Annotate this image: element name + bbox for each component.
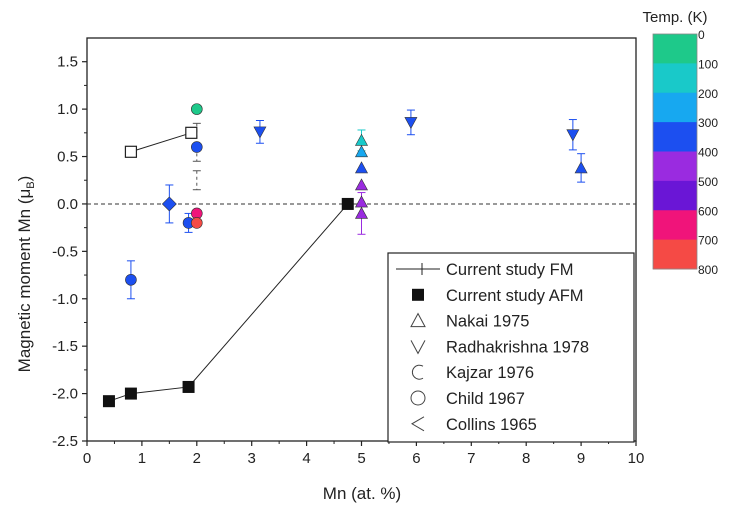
x-axis-label: Mn (at. %) — [323, 484, 401, 503]
x-tick-label: 10 — [628, 450, 645, 467]
series-lines — [108, 132, 349, 402]
legend-marker-half-circle — [411, 364, 424, 380]
current-study-afm-point — [341, 197, 354, 210]
colorbar-tick-label: 400 — [698, 146, 718, 160]
legend-label-collins-1965: Collins 1965 — [446, 416, 537, 434]
y-tick-label: -2.5 — [52, 433, 78, 450]
colorbar-tick-label: 0 — [698, 28, 705, 42]
current-study-afm-point — [102, 395, 115, 408]
y-tick-label: -0.5 — [52, 243, 78, 260]
legend-label-current-study-fm: Current study FM — [446, 261, 573, 279]
legend: Current study FM Current study AFM Nakai 1… — [387, 252, 635, 443]
y-tick-label: 1.0 — [57, 101, 78, 118]
radhakrishna-1978-point — [404, 117, 418, 130]
colorbar-segment — [653, 92, 697, 123]
child-1967-point — [191, 103, 203, 115]
child-1967-point — [125, 273, 137, 286]
y-tick-label: -1.5 — [52, 338, 78, 355]
x-tick-label: 8 — [522, 450, 530, 467]
x-tick-label: 2 — [193, 450, 201, 467]
y-axis-label: Magnetic moment Mn (μB) — [15, 176, 37, 373]
colorbar-tick-label: 200 — [698, 87, 718, 101]
y-tick-label: -2.0 — [52, 386, 78, 403]
y-tick-label: -1.0 — [52, 291, 78, 308]
radhakrishna-1978-point — [253, 126, 267, 139]
x-tick-label: 0 — [83, 450, 91, 467]
colorbar-segment — [653, 151, 697, 182]
x-tick-label: 9 — [577, 450, 585, 467]
nakai-1975-point — [354, 178, 369, 191]
x-tick-label: 5 — [357, 450, 365, 467]
colorbar-tick-label: 600 — [698, 204, 718, 218]
nakai-1975-point — [354, 145, 369, 158]
legend-marker-triangle-up — [410, 312, 426, 328]
legend-marker-circle — [410, 390, 426, 406]
nakai-1975-point — [354, 195, 369, 208]
legend-label-child-1967: Child 1967 — [446, 390, 525, 408]
current-study-afm-point — [124, 387, 137, 400]
nakai-1975-point — [354, 133, 369, 146]
legend-label-kajzar-1976: Kajzar 1976 — [446, 364, 534, 382]
child-1967-point — [191, 141, 203, 153]
x-tick-label: 6 — [412, 450, 420, 467]
colorbar-segment — [653, 180, 697, 211]
current-study-fm-point — [124, 145, 138, 158]
colorbar-title: Temp. (K) — [642, 9, 707, 26]
current-study-fm-line — [130, 132, 192, 153]
nakai-1975-point — [354, 161, 369, 174]
current-study-afm-point — [182, 380, 195, 393]
colorbar-border — [652, 33, 698, 270]
radhakrishna-1978-point — [566, 129, 580, 142]
current-study-afm-line — [108, 203, 349, 402]
legend-marker-triangle-down — [410, 340, 426, 355]
x-tick-label: 7 — [467, 450, 475, 467]
legend-label-nakai-1975: Nakai 1975 — [446, 313, 529, 331]
x-tick-label: 3 — [248, 450, 256, 467]
nakai-1975-point — [354, 206, 369, 219]
data-points — [102, 103, 588, 408]
current-study-fm-point — [185, 126, 198, 139]
child-1967-point — [191, 217, 203, 229]
colorbar-segment — [653, 210, 697, 241]
colorbar-segment — [653, 63, 697, 94]
legend-label-radhakrishna-1978: Radhakrishna 1978 — [446, 338, 589, 356]
y-tick-label: 1.5 — [57, 54, 78, 71]
colorbar-segment — [653, 239, 697, 270]
y-tick-label: 0.5 — [57, 149, 78, 166]
x-tick-label: 4 — [302, 450, 310, 467]
legend-marker-diamond — [411, 416, 425, 432]
axes: 0 1 2 3 4 5 6 7 8 9 10 -2.5 -2.0 -1.5 -1.0 -0.5 0.0 0.5 1.… — [52, 54, 644, 467]
colorbar-tick-label: 800 — [698, 263, 718, 277]
legend-label-current-study-afm: Current study AFM — [446, 287, 584, 305]
colorbar: Temp. (K) 0 100 200 300 400 500 600 700 800 — [642, 9, 718, 277]
x-tick-label: 1 — [138, 450, 146, 467]
legend-box — [387, 252, 635, 443]
colorbar-segment — [653, 34, 697, 64]
y-tick-label: 0.0 — [57, 196, 78, 213]
colorbar-tick-label: 100 — [698, 57, 718, 71]
legend-marker-square — [412, 288, 424, 301]
nakai-1975-point — [574, 161, 588, 174]
colorbar-tick-label: 700 — [698, 234, 718, 248]
collins-1965-point — [161, 196, 177, 212]
colorbar-tick-label: 500 — [698, 175, 718, 189]
colorbar-segment — [653, 122, 697, 152]
colorbar-tick-label: 300 — [698, 116, 718, 130]
